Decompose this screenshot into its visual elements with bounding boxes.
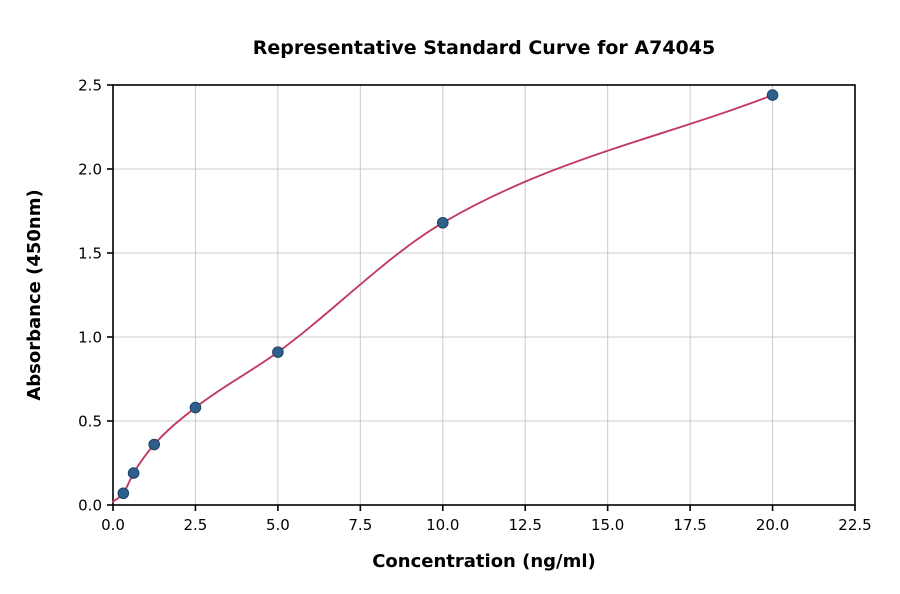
y-tick-label: 1.0 <box>78 329 102 347</box>
x-tick-label: 20.0 <box>756 516 789 534</box>
data-point-marker <box>148 438 161 451</box>
x-tick-label: 17.5 <box>673 516 706 534</box>
y-tick-label: 0.5 <box>78 413 102 431</box>
x-axis-label: Concentration (ng/ml) <box>372 551 596 572</box>
x-tick-label: 15.0 <box>591 516 624 534</box>
data-point-marker <box>272 346 284 358</box>
grid-lines <box>112 84 856 506</box>
data-point-marker <box>127 467 140 479</box>
x-axis-ticks: 0.0 2.5 5.0 7.5 10.0 12.5 15.0 17.5 20.0 22.5 <box>101 505 872 534</box>
data-point-marker <box>117 487 130 500</box>
y-tick-label: 1.5 <box>78 245 102 263</box>
fitted-curve-path <box>112 94 774 503</box>
axes-frame <box>112 84 856 506</box>
x-tick-label: 7.5 <box>348 516 372 534</box>
y-tick-label: 2.0 <box>78 161 102 179</box>
y-axis-ticks: 0.0 0.5 1.0 1.5 2.0 2.5 <box>78 77 113 515</box>
x-tick-label: 10.0 <box>426 516 459 534</box>
x-tick-label: 12.5 <box>509 516 542 534</box>
data-point-marker <box>766 89 779 101</box>
x-tick-label: 22.5 <box>838 516 871 534</box>
plot-border <box>112 84 856 506</box>
y-axis-label: Absorbance (450nm) <box>24 189 45 400</box>
x-tick-label: 2.5 <box>184 516 208 534</box>
data-points <box>117 89 779 500</box>
chart-title: Representative Standard Curve for A74045 <box>253 37 715 59</box>
data-point-marker <box>189 401 202 414</box>
y-tick-label: 0.0 <box>78 497 102 515</box>
x-tick-label: 0.0 <box>101 516 125 534</box>
data-point-marker <box>436 216 449 229</box>
fit-curve-line <box>112 94 774 503</box>
y-tick-label: 2.5 <box>78 77 102 95</box>
x-tick-label: 5.0 <box>266 516 290 534</box>
